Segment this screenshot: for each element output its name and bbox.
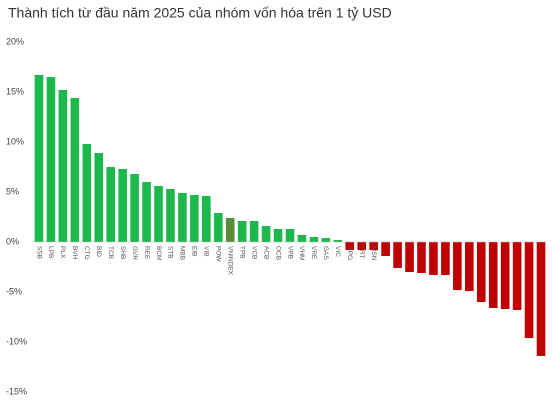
bar xyxy=(369,242,378,250)
x-tick-label: VRE xyxy=(310,246,317,260)
bar xyxy=(213,213,223,242)
y-tick-label: 20% xyxy=(6,36,24,46)
bar xyxy=(130,174,139,242)
y-tick-label: 15% xyxy=(6,86,24,96)
bar xyxy=(202,196,211,242)
bar xyxy=(453,242,462,290)
bar xyxy=(261,226,271,242)
bar xyxy=(429,242,438,275)
y-tick-label: -5% xyxy=(6,286,22,296)
bar xyxy=(488,242,498,308)
bar xyxy=(476,242,486,302)
x-tick-label: SSB xyxy=(35,246,42,259)
bar xyxy=(536,242,546,356)
bar xyxy=(381,242,390,256)
chart-title: Thành tích từ đầu năm 2025 của nhóm vốn … xyxy=(8,5,392,21)
x-tick-label: VCB xyxy=(250,246,257,259)
x-tick-label: POW xyxy=(215,246,222,262)
bar xyxy=(393,242,402,268)
bar xyxy=(500,242,510,309)
x-tick-label: ACB xyxy=(262,246,269,259)
x-tick-label: MBB xyxy=(179,246,186,260)
x-tick-label: VPB xyxy=(286,246,293,259)
y-tick-label: -10% xyxy=(6,336,27,346)
bar xyxy=(190,195,199,242)
bar xyxy=(118,169,127,242)
x-tick-label: TPB xyxy=(238,246,245,259)
bar xyxy=(297,235,307,242)
bar xyxy=(58,90,68,242)
y-tick-label: 10% xyxy=(6,136,24,146)
bar xyxy=(512,242,522,310)
y-tick-label: 5% xyxy=(6,186,19,196)
y-tick-label: -15% xyxy=(6,386,27,396)
bar xyxy=(309,237,319,242)
x-tick-label: CTG xyxy=(83,246,90,260)
x-tick-label: EIB xyxy=(191,246,198,256)
bar xyxy=(142,182,151,242)
x-tick-label: VIB xyxy=(203,246,210,256)
x-tick-label: TCB xyxy=(107,246,114,259)
x-tick-label: BID xyxy=(95,246,102,257)
x-tick-label: HPG xyxy=(346,246,353,260)
bar xyxy=(94,153,104,242)
x-tick-label: MSN xyxy=(370,246,377,261)
bar xyxy=(285,229,295,242)
x-tick-label: OCB xyxy=(274,246,281,260)
bar xyxy=(321,238,331,242)
x-tick-label: VHM xyxy=(298,246,305,260)
x-tick-label: GAS xyxy=(322,246,329,260)
bar xyxy=(249,221,259,242)
x-tick-label: BVH xyxy=(71,246,78,260)
bar xyxy=(345,242,355,250)
x-tick-label: STB xyxy=(167,246,174,259)
bar xyxy=(82,144,92,242)
bar xyxy=(225,218,235,242)
x-tick-label: GVR xyxy=(131,246,138,260)
bar xyxy=(166,189,175,242)
bar xyxy=(178,193,187,242)
bar xyxy=(273,229,283,242)
y-tick-label: 0% xyxy=(6,236,19,246)
x-tick-label: LPB xyxy=(47,246,54,258)
bar xyxy=(154,186,163,242)
bar xyxy=(441,242,450,275)
bar xyxy=(70,98,80,242)
x-tick-label: PLX xyxy=(59,246,66,259)
x-tick-label: FRT xyxy=(358,246,365,259)
bar xyxy=(357,242,367,250)
x-tick-label: BCM xyxy=(155,246,162,260)
bar xyxy=(405,242,414,272)
bar xyxy=(237,221,247,242)
bar xyxy=(464,242,474,291)
bar xyxy=(524,242,534,338)
bar xyxy=(333,240,343,242)
bar xyxy=(417,242,426,273)
bar xyxy=(34,75,44,242)
x-tick-label: SHB xyxy=(119,246,126,259)
bar xyxy=(106,167,116,242)
x-tick-label: VIC xyxy=(334,246,341,257)
bar xyxy=(46,77,56,242)
x-tick-label: VNINDEX xyxy=(227,246,234,276)
x-tick-label: REE xyxy=(143,246,150,260)
